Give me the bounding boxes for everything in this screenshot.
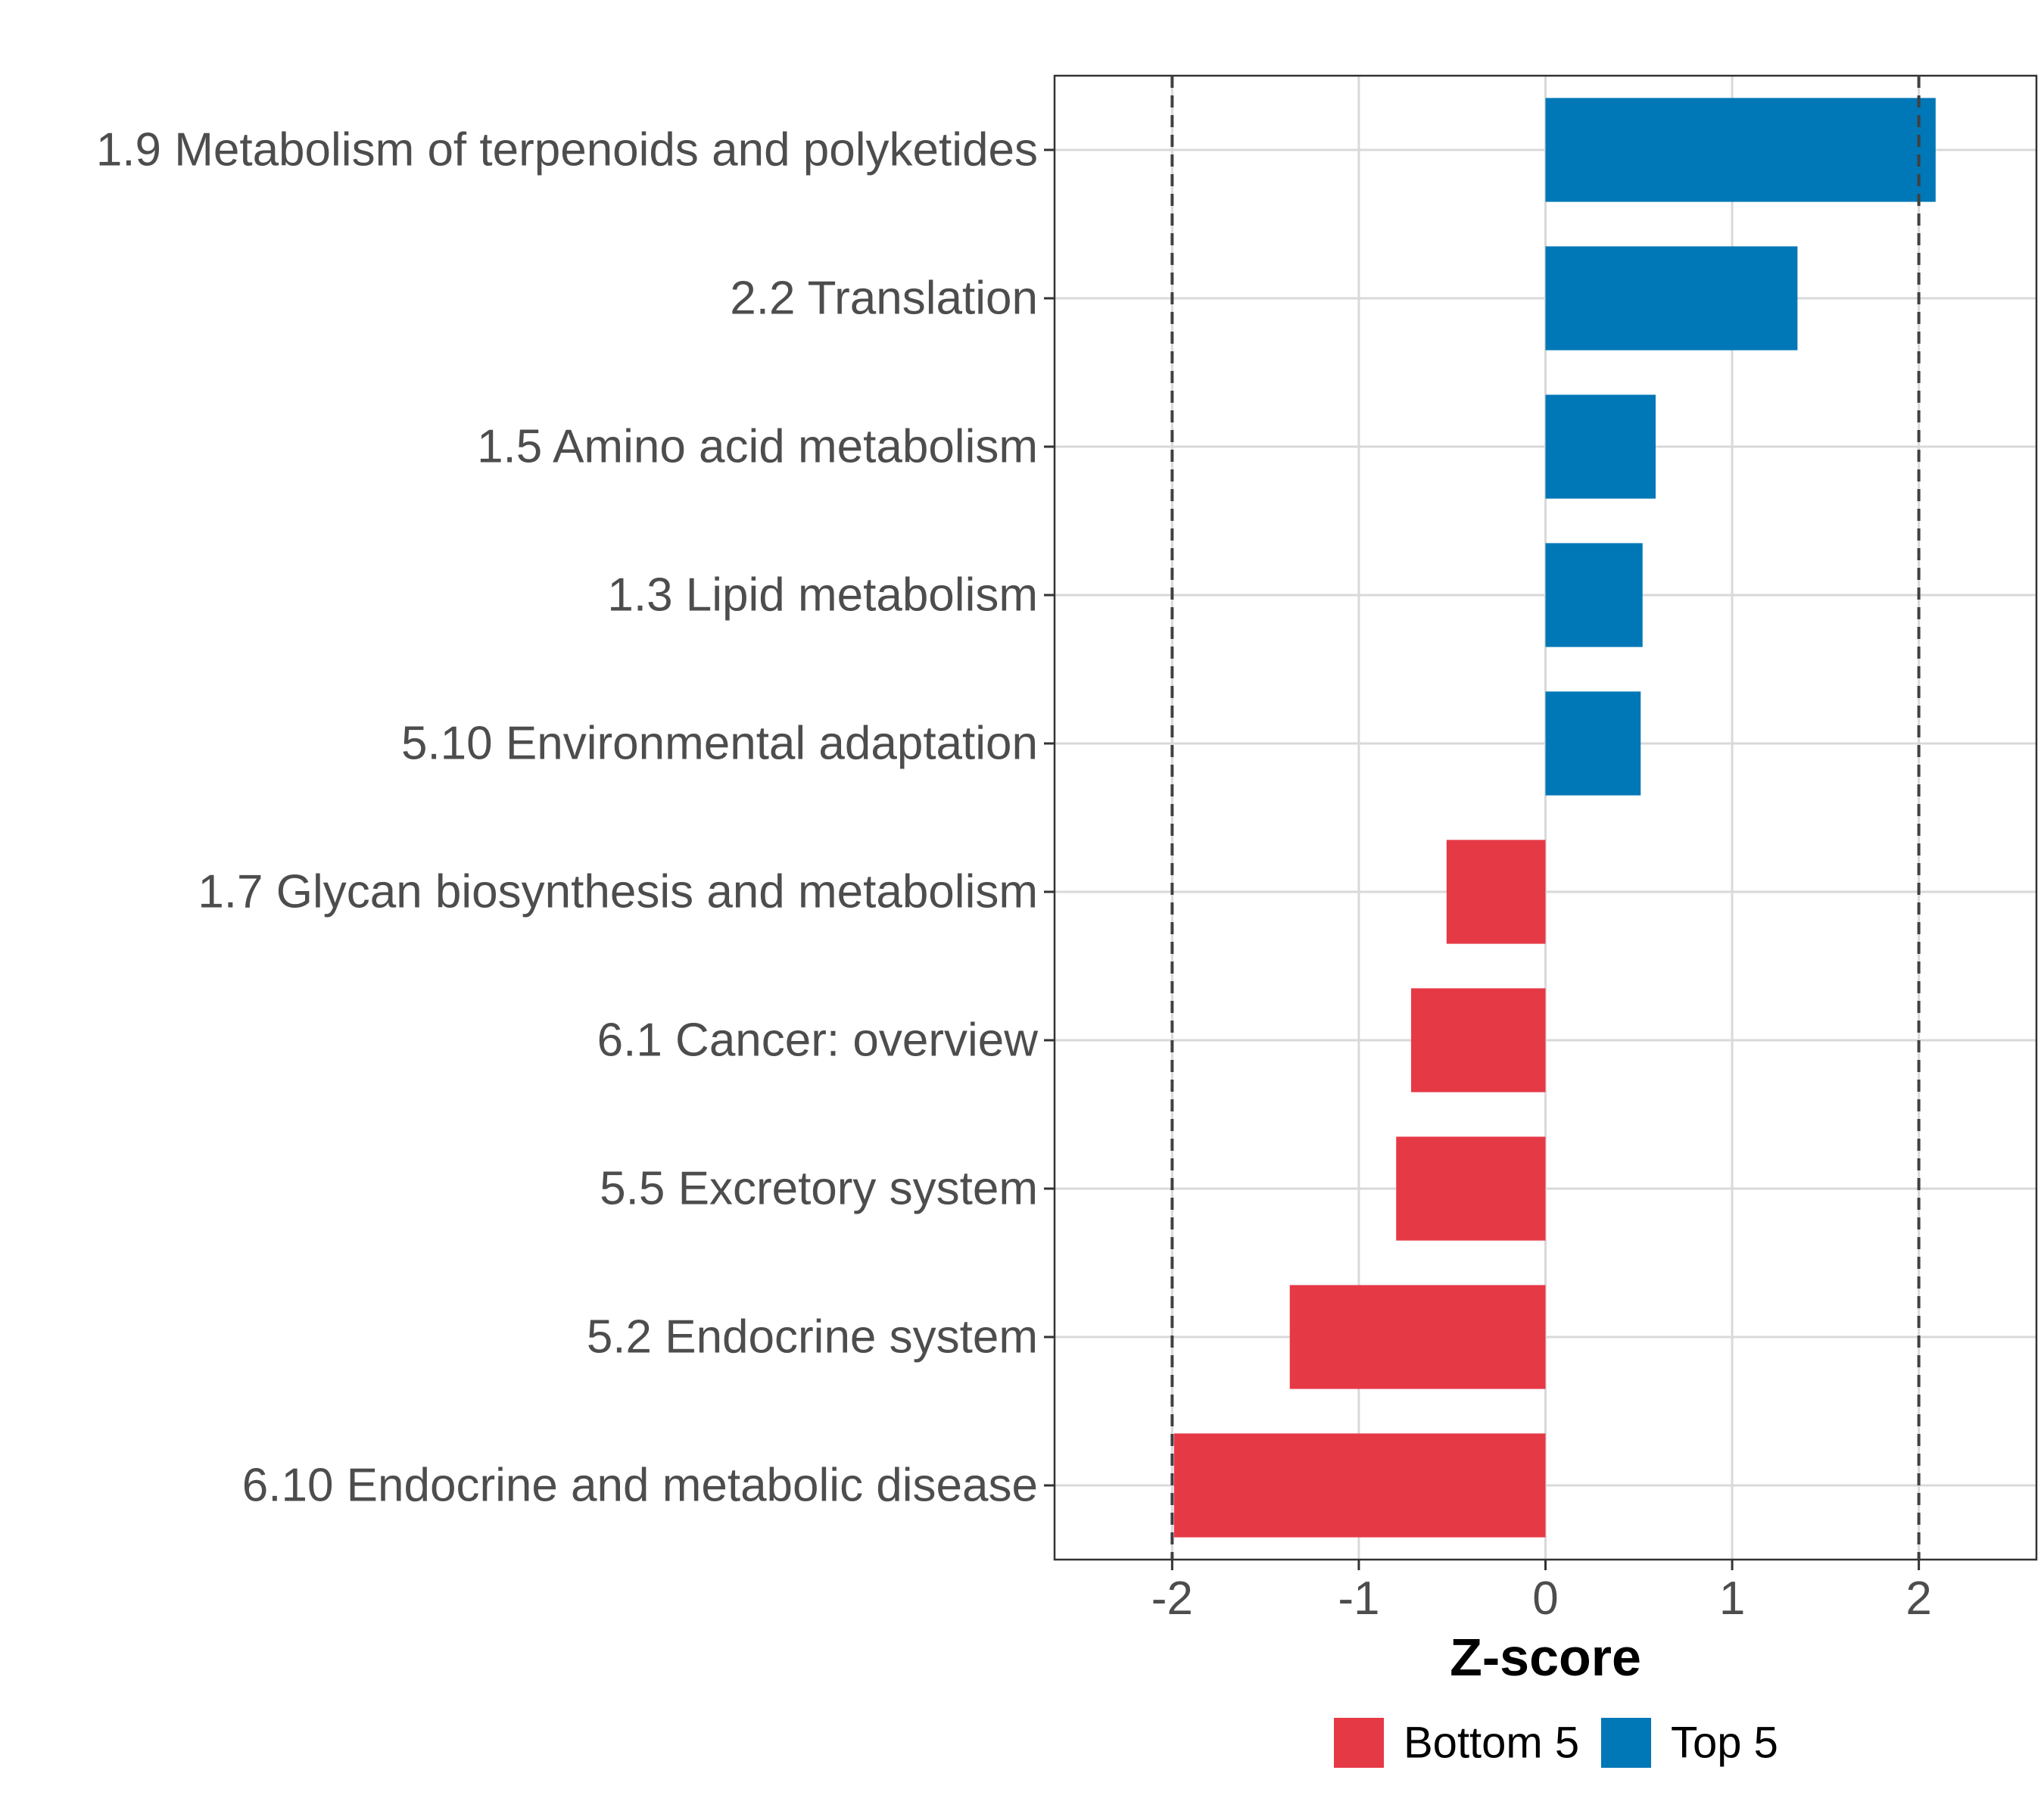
legend: Bottom 5 Top 5 <box>1334 1718 1778 1768</box>
legend-label: Bottom 5 <box>1404 1719 1579 1768</box>
y-axis-ticks: 1.9 Metabolism of terpenoids and polyket… <box>96 124 1055 1512</box>
bar-top-4 <box>1545 691 1641 796</box>
category-label: 5.2 Endocrine system <box>587 1311 1038 1364</box>
category-label: 5.5 Excretory system <box>600 1163 1038 1215</box>
category-label: 6.1 Cancer: overview <box>597 1014 1039 1067</box>
bar-bottom-7 <box>1396 1136 1546 1241</box>
category-label: 1.5 Amino acid metabolism <box>477 421 1038 473</box>
x-axis-ticks: -2 -1 0 1 2 <box>1151 1560 1932 1625</box>
category-label: 6.10 Endocrine and metabolic disease <box>242 1460 1038 1512</box>
x-tick-label: 1 <box>1719 1572 1745 1625</box>
x-axis-title: Z-score <box>1450 1628 1641 1687</box>
x-tick-label: -2 <box>1151 1572 1193 1625</box>
bar-bottom-5 <box>1446 840 1546 944</box>
category-label: 1.3 Lipid metabolism <box>607 569 1038 622</box>
bar-top-3 <box>1545 543 1643 647</box>
x-tick-label: 2 <box>1905 1572 1931 1625</box>
bar-top-1 <box>1545 246 1798 351</box>
legend-swatch-top-5 <box>1601 1718 1651 1768</box>
category-label: 1.7 Glycan biosynthesis and metabolism <box>198 866 1038 918</box>
bar-top-2 <box>1545 394 1656 499</box>
category-label: 5.10 Environmental adaptation <box>401 718 1038 770</box>
category-label: 2.2 Translation <box>730 273 1038 325</box>
legend-label: Top 5 <box>1671 1719 1778 1768</box>
x-tick-label: -1 <box>1338 1572 1379 1625</box>
bar-bottom-9 <box>1173 1433 1546 1538</box>
category-label: 1.9 Metabolism of terpenoids and polyket… <box>96 124 1038 176</box>
bar-bottom-8 <box>1289 1285 1546 1389</box>
bar-top-0 <box>1545 98 1936 202</box>
bar-bottom-6 <box>1410 988 1546 1092</box>
legend-swatch-bottom-5 <box>1334 1718 1384 1768</box>
x-tick-label: 0 <box>1532 1572 1558 1625</box>
bars <box>1173 98 1936 1538</box>
